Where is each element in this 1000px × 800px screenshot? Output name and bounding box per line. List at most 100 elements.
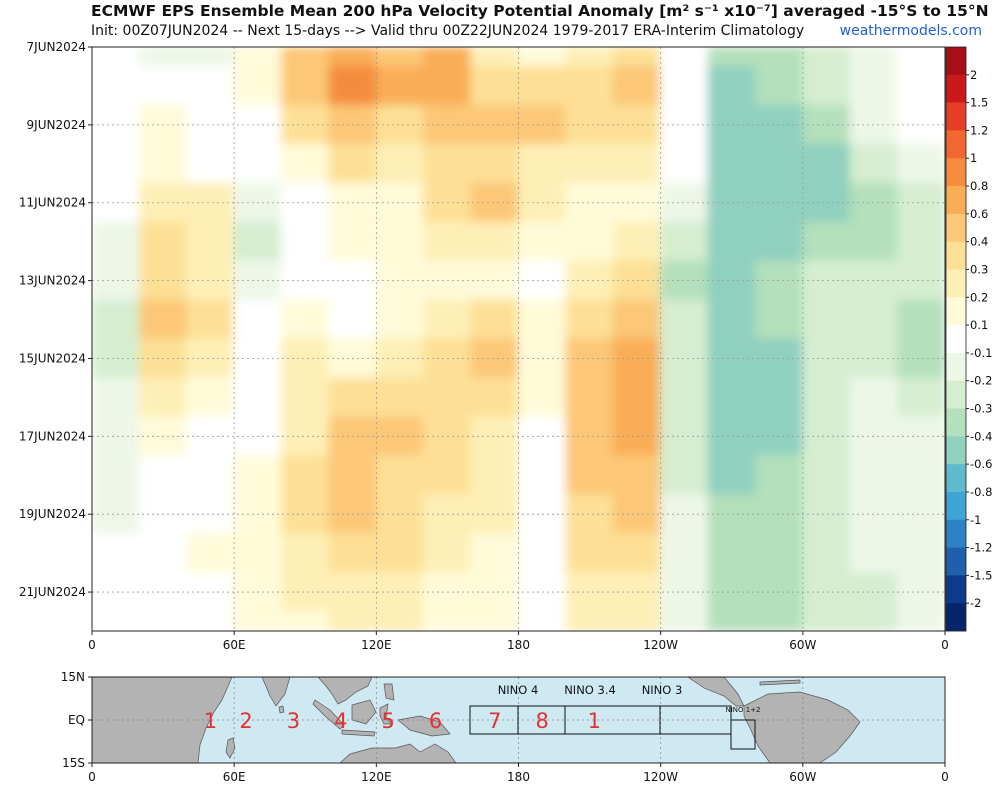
colorbar-label: 1.5 [970, 96, 988, 110]
heatmap-cell [660, 611, 709, 631]
heatmap-cell [138, 299, 188, 340]
heatmap-cell [707, 455, 756, 496]
colorbar-swatch [946, 102, 966, 131]
heatmap-cell [186, 182, 235, 223]
colorbar-swatch [946, 408, 966, 437]
java-island [341, 729, 376, 737]
heatmap-cell [423, 65, 472, 106]
colorbar-label: 1 [970, 151, 977, 165]
heatmap-cell [754, 611, 804, 631]
colorbar-swatch [946, 213, 966, 242]
heatmap-cell [92, 455, 140, 496]
heatmap-cell [707, 47, 756, 67]
heatmap-cell [186, 377, 235, 418]
heatmap-cell [186, 65, 235, 106]
heatmap-cell [138, 455, 188, 496]
colorbar-swatch [946, 547, 966, 576]
heatmap-cell [92, 104, 140, 145]
heatmap-cell [897, 221, 945, 262]
heatmap-cell [186, 104, 235, 145]
sri-lanka-island [278, 705, 285, 714]
caribbean-islands [759, 679, 801, 686]
heatmap-cell [707, 143, 756, 184]
heatmap-cell [612, 377, 662, 418]
heatmap-cell [375, 143, 425, 184]
heatmap-cell [328, 221, 377, 262]
heatmap-cell [754, 221, 804, 262]
heatmap-cell [423, 47, 472, 67]
heatmap-cell [281, 416, 330, 457]
x-axis: 0 60E 120E 180 120W 60W 0 [88, 631, 949, 652]
colorbar-label: 0.2 [970, 290, 988, 304]
heatmap-cell [423, 299, 472, 340]
colorbar-swatch [946, 380, 966, 409]
heatmap-cell [470, 611, 519, 631]
x-tick-label: 0 [941, 638, 949, 652]
heatmap-cell [186, 221, 235, 262]
heatmap-cell [707, 377, 756, 418]
heatmap-cell [565, 299, 614, 340]
colorbar-label: -0.4 [970, 429, 992, 443]
colorbar-swatch [946, 269, 966, 298]
heatmap-cell [754, 377, 804, 418]
heatmap-cell [470, 533, 519, 574]
map-x-tick-label: 0 [88, 770, 96, 784]
heatmap-cell [233, 65, 283, 106]
chart-title: ECMWF EPS Ensemble Mean 200 hPa Velocity… [91, 2, 989, 20]
heatmap-cell [518, 611, 567, 631]
heatmap-cell [281, 260, 330, 301]
heatmap-cell [518, 47, 567, 67]
heatmap-cell [281, 143, 330, 184]
heatmap-cell [423, 611, 472, 631]
heatmap-cell [233, 221, 283, 262]
heatmap-cell [518, 221, 567, 262]
heatmap-cell [612, 533, 662, 574]
heatmap-cell [328, 65, 377, 106]
heatmap-cell [92, 143, 140, 184]
heatmap-cell [565, 65, 614, 106]
y-tick-label: 13JUN2024 [19, 274, 86, 288]
nino34-label: NINO 3.4 [564, 683, 616, 697]
heatmap-cell [660, 299, 709, 340]
mjo-phase-label: 6 [429, 709, 442, 733]
heatmap-cell [233, 533, 283, 574]
source-link[interactable]: weathermodels.com [839, 23, 982, 39]
heatmap-cell [92, 494, 140, 535]
y-tick-label: 11JUN2024 [19, 196, 86, 210]
mjo-phase-label: 7 [488, 709, 501, 733]
heatmap-cell [186, 338, 235, 379]
heatmap-cell [897, 299, 945, 340]
heatmap-cell [470, 143, 519, 184]
nino12-box [730, 719, 756, 750]
heatmap-cell [754, 533, 804, 574]
heatmap-cell [470, 65, 519, 106]
x-tick-label: 0 [88, 638, 96, 652]
heatmap-cell [186, 47, 235, 67]
colorbar-label: -2 [970, 596, 981, 610]
nino4-label: NINO 4 [498, 683, 539, 697]
colorbar-swatch [946, 575, 966, 604]
heatmap-cell [375, 299, 425, 340]
heatmap-cell [754, 299, 804, 340]
heatmap-cell [375, 533, 425, 574]
heatmap-cell [281, 182, 330, 223]
colorbar-label: 2 [970, 68, 977, 82]
heatmap-cell [233, 611, 283, 631]
heatmap-cell [707, 65, 756, 106]
heatmap-cell [328, 299, 377, 340]
heatmap-cell [281, 299, 330, 340]
heatmap-cell [423, 143, 472, 184]
heatmap-cell [233, 47, 283, 67]
colorbar-swatch [946, 491, 966, 521]
heatmap-cell [754, 455, 804, 496]
heatmap-cell [802, 221, 851, 262]
colorbar-swatch [946, 130, 966, 159]
colorbar-swatch [946, 436, 966, 465]
y-tick-label: 21JUN2024 [19, 585, 86, 599]
heatmap-cell [565, 221, 614, 262]
borneo-island [351, 699, 377, 725]
heatmap-cell [92, 260, 140, 301]
mjo-phase-label: 2 [239, 709, 252, 733]
heatmap-cell [660, 533, 709, 574]
heatmap-cell [186, 143, 235, 184]
